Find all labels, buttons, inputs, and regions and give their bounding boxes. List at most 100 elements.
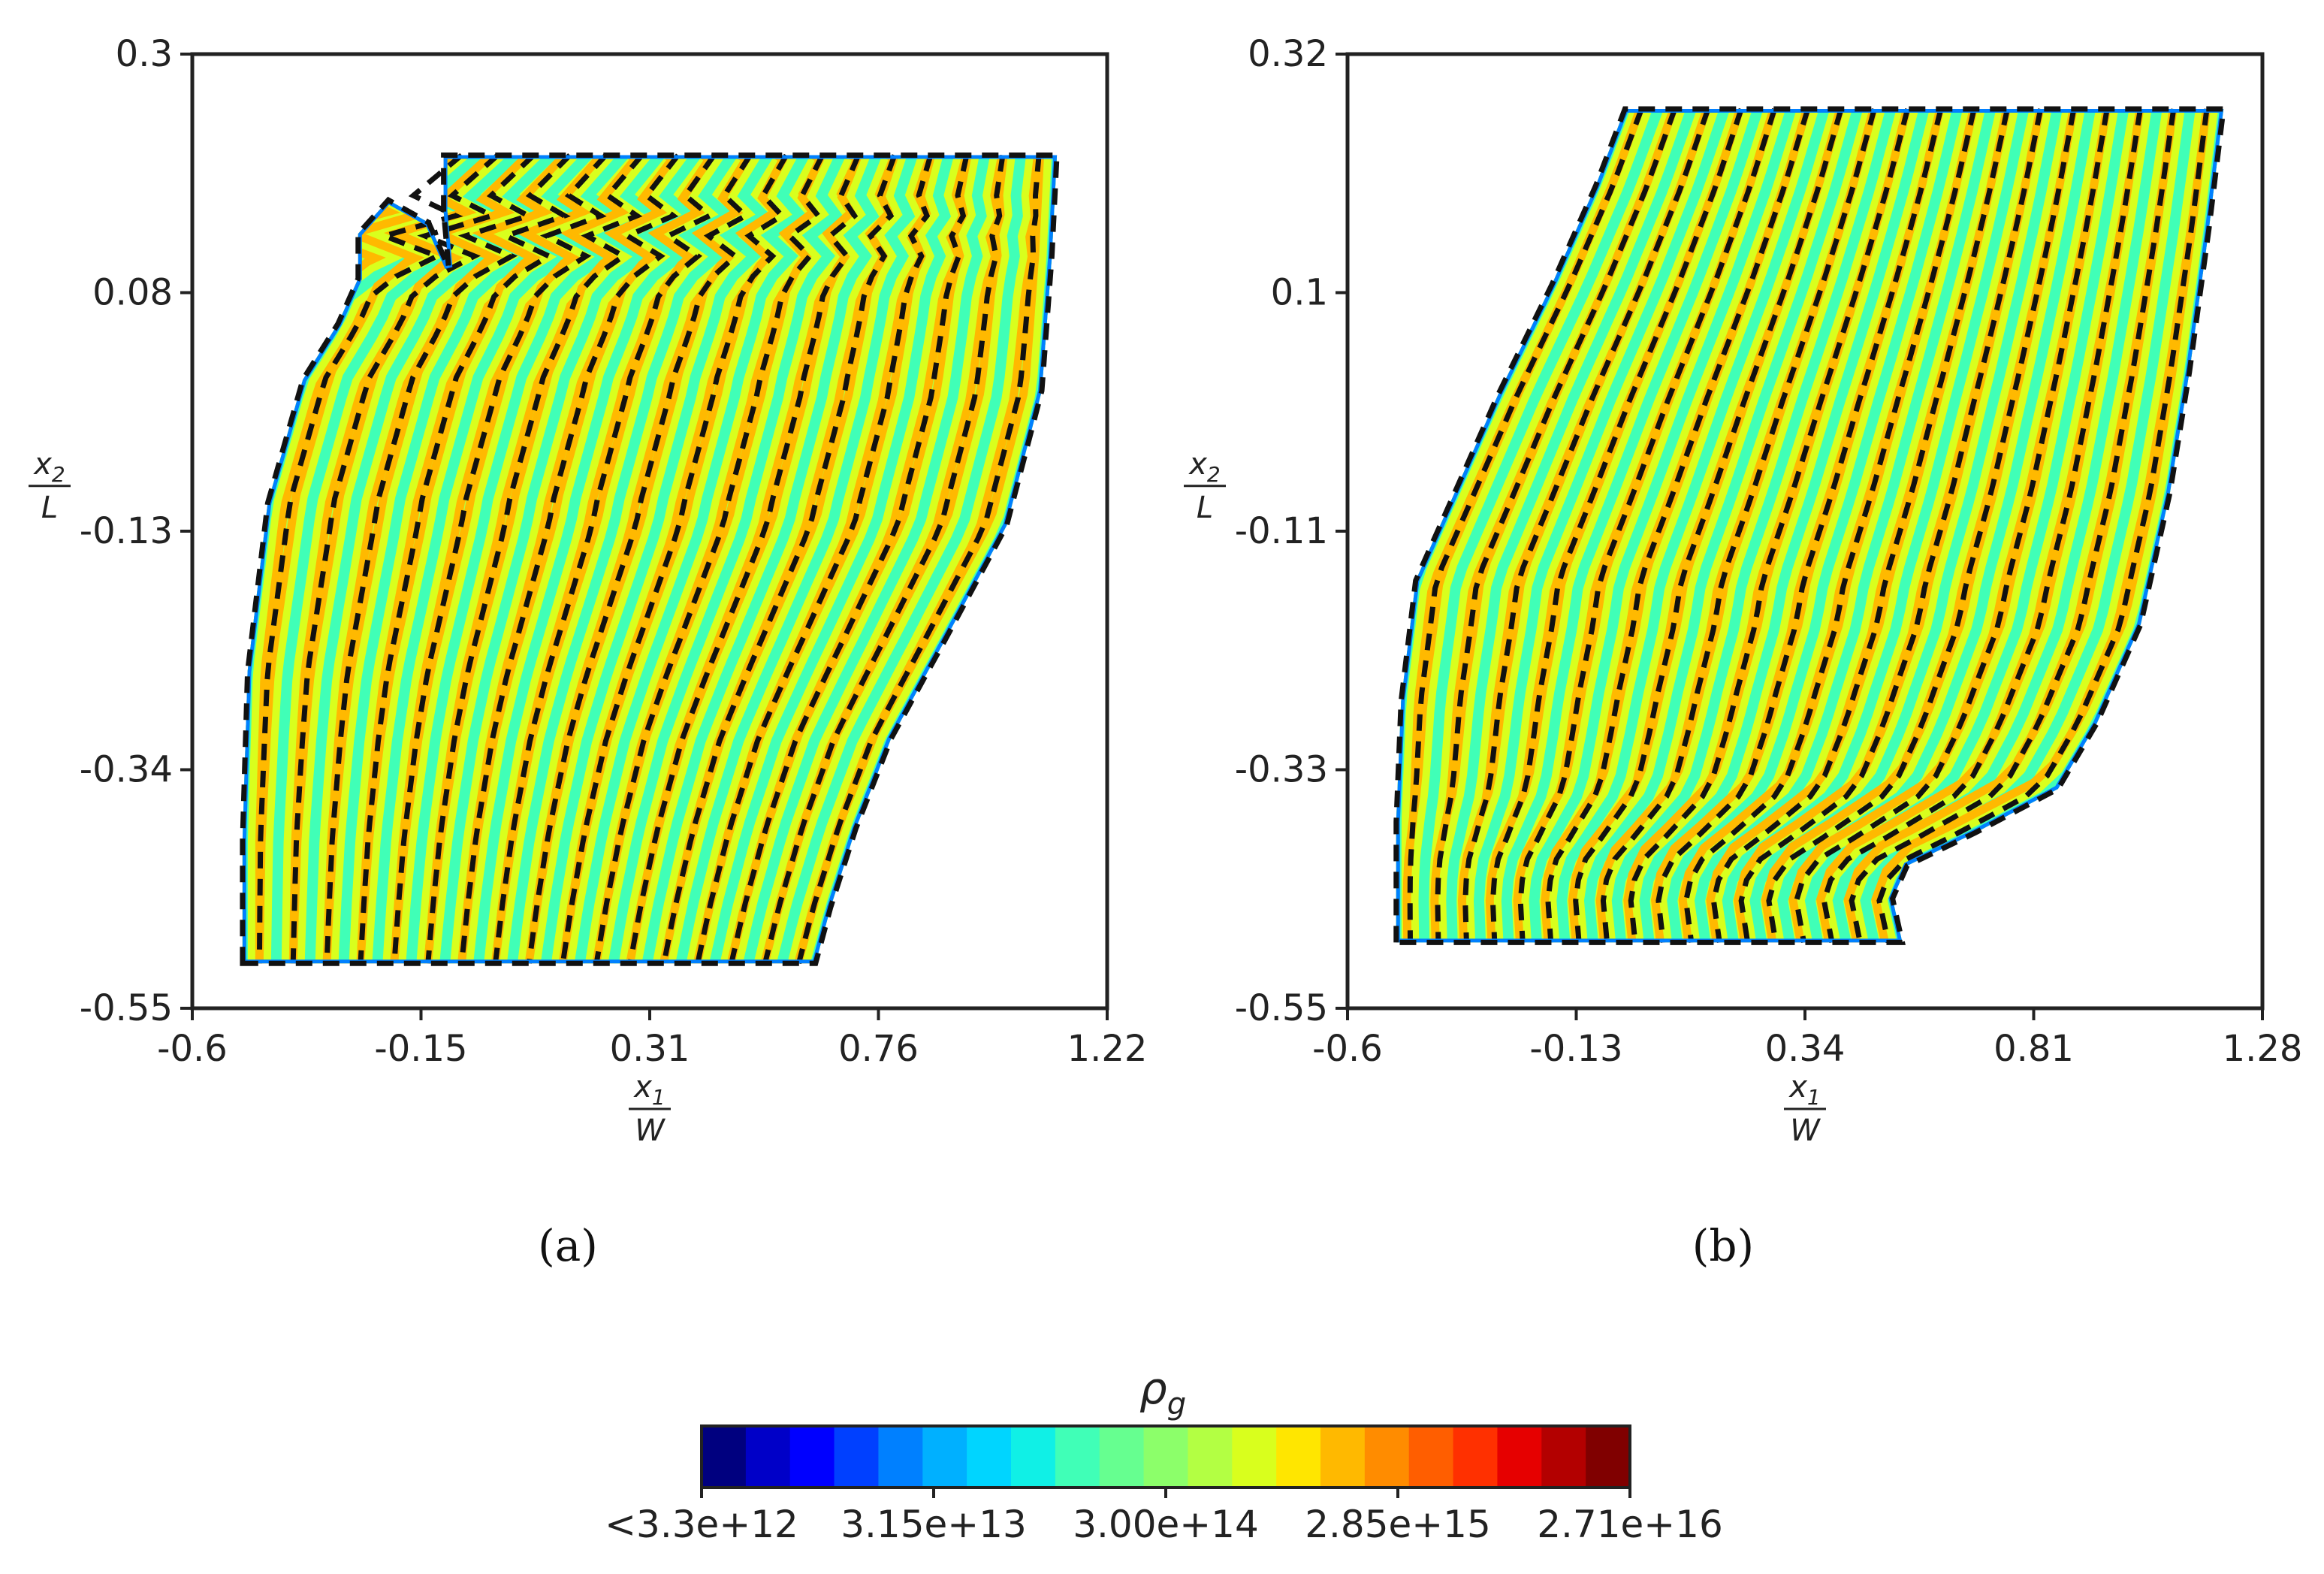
colorbar-segment — [1011, 1426, 1056, 1488]
streamline — [1462, 107, 1711, 943]
colorbar-segment — [1320, 1426, 1366, 1488]
streamline — [459, 153, 681, 964]
x-axis-label-denominator: W — [635, 1113, 666, 1148]
density-band-low — [1501, 109, 1764, 943]
density-band-low — [1583, 109, 1863, 943]
colorbar-segment — [1408, 1426, 1454, 1488]
streamline — [627, 154, 862, 964]
density-band-low — [1639, 109, 1930, 943]
streamline — [1738, 108, 2044, 943]
streamline — [1517, 107, 1777, 943]
streamline — [762, 154, 1006, 965]
x-tick-label: -0.6 — [157, 1028, 228, 1070]
colorbar-segment — [1364, 1426, 1410, 1488]
colorbar-tick-label: 3.15e+13 — [841, 1503, 1027, 1546]
colorbar-segment — [1055, 1426, 1100, 1488]
panel-a-ticks: -0.6 -0.15 0.31 0.76 1.22 -0.55 -0.34 -0.13 0.08… — [29, 33, 1147, 1148]
colorbar-segments — [702, 1426, 1631, 1488]
streamline — [1876, 108, 2210, 944]
y-tick-label: 0.1 — [1271, 272, 1328, 314]
density-band-low — [1556, 109, 1830, 943]
streamline — [729, 154, 970, 964]
x-tick-label: 1.22 — [1067, 1028, 1148, 1070]
streamline — [493, 153, 717, 964]
density-band-low — [1446, 109, 1697, 943]
streamline — [526, 153, 753, 964]
panel-b-ticks: -0.6 -0.13 0.34 0.81 1.28 -0.55 -0.33 -0.11 0.1 0… — [1184, 33, 2302, 1148]
colorbar-segment — [1099, 1426, 1145, 1488]
x-axis-label-numerator: x1 — [632, 1070, 666, 1110]
density-band-low — [574, 155, 810, 964]
y-axis-label-numerator: x2 — [32, 447, 65, 487]
x-tick-label: 1.28 — [2223, 1028, 2303, 1070]
colorbar-segment — [1188, 1426, 1233, 1488]
streamline — [593, 153, 825, 964]
density-band-low — [777, 155, 1026, 964]
density-band-low — [270, 155, 489, 964]
density-band-low — [473, 155, 702, 964]
density-band-low — [675, 155, 918, 964]
panel-a-label: (a) — [538, 1220, 598, 1271]
streamline — [290, 153, 500, 964]
panel-b-density-field — [1393, 106, 2227, 945]
streamline — [1407, 107, 1644, 943]
colorbar-segment — [745, 1426, 791, 1488]
streamline — [560, 153, 789, 964]
colorbar-label: ρg — [1139, 1363, 1186, 1421]
streamline — [256, 153, 463, 964]
streamline — [1489, 107, 1744, 943]
domain-boundary — [1393, 106, 2227, 945]
x-tick-label: 0.31 — [610, 1028, 690, 1070]
colorbar-tick-label: 3.00e+14 — [1073, 1503, 1259, 1546]
streamline — [358, 153, 572, 964]
x-tick-label: -0.6 — [1312, 1028, 1383, 1070]
x-tick-label: 0.34 — [1765, 1028, 1846, 1070]
streamline — [1794, 108, 2110, 944]
streamline — [1683, 108, 1977, 943]
colorbar-segment — [878, 1426, 924, 1488]
density-band-low — [304, 155, 524, 964]
y-tick-label: -0.13 — [80, 510, 173, 552]
streamline — [1849, 108, 2177, 944]
density-band-low — [540, 155, 773, 964]
streamline — [425, 153, 644, 964]
colorbar-segment — [1276, 1426, 1321, 1488]
x-tick-label: 0.81 — [1994, 1028, 2074, 1070]
streamline — [1710, 108, 2010, 943]
colorbar-segment — [702, 1426, 747, 1488]
density-band-low — [1694, 109, 1997, 943]
colorbar-segment — [1497, 1426, 1543, 1488]
colorbar-segment — [1541, 1426, 1587, 1488]
density-band-low — [338, 155, 560, 964]
streamline — [324, 153, 536, 964]
streamline — [1600, 108, 1877, 943]
density-band-low — [1667, 109, 1963, 943]
panel-a: -0.6 -0.15 0.31 0.76 1.22 -0.55 -0.34 -0.13 0.08… — [29, 33, 1147, 1271]
colorbar-tick-label: 2.71e+16 — [1537, 1503, 1723, 1546]
density-band-low — [1529, 109, 1797, 943]
y-axis-label-numerator: x2 — [1188, 447, 1221, 487]
x-tick-label: -0.13 — [1529, 1028, 1622, 1070]
density-band-low — [608, 155, 846, 964]
y-tick-label: -0.11 — [1235, 510, 1328, 552]
colorbar: ρg <3.3e+12 3.15e+13 3.00e+14 2.85e+15 2.71e… — [605, 1363, 1723, 1546]
density-band-low — [641, 155, 882, 964]
density-band-low — [743, 155, 990, 964]
streamline — [1766, 108, 2077, 943]
y-axis-label-denominator: L — [1197, 491, 1213, 525]
domain-boundary — [240, 153, 1060, 966]
colorbar-tick-label: <3.3e+12 — [605, 1503, 798, 1546]
streamline — [1545, 107, 1811, 943]
streamline — [1821, 108, 2143, 944]
density-band-low — [406, 155, 631, 964]
y-axis-label-denominator: L — [41, 491, 58, 525]
density-band-low — [1473, 109, 1730, 943]
x-axis-label-denominator: W — [1790, 1113, 1821, 1148]
colorbar-segment — [834, 1426, 880, 1488]
streamline — [661, 154, 898, 964]
colorbar-segment — [922, 1426, 968, 1488]
colorbar-ticks: <3.3e+12 3.15e+13 3.00e+14 2.85e+15 2.71e+16 — [605, 1488, 1723, 1546]
colorbar-segment — [1143, 1426, 1189, 1488]
density-band-low — [506, 155, 737, 964]
